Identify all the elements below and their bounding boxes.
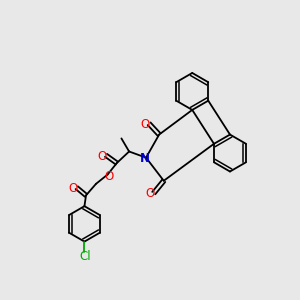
Text: O: O (145, 187, 154, 200)
Text: O: O (68, 182, 77, 195)
Text: O: O (140, 118, 149, 131)
Text: N: N (140, 152, 150, 165)
Text: O: O (98, 150, 107, 163)
Text: O: O (104, 169, 114, 183)
Text: Cl: Cl (80, 250, 91, 263)
